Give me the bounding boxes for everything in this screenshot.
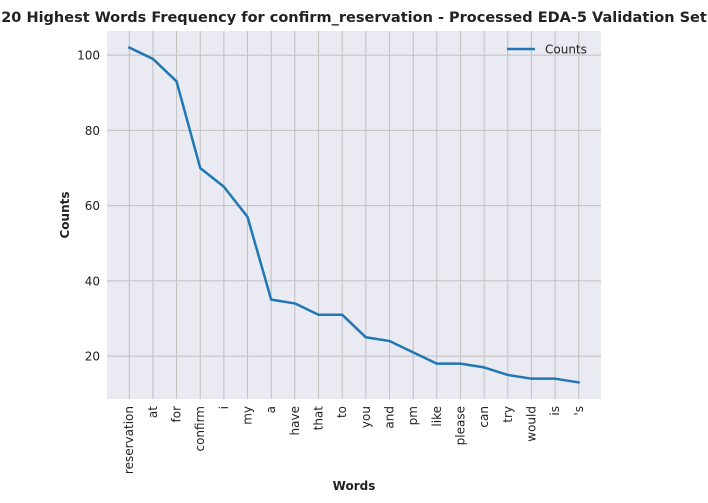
y-tick-label: 60	[85, 199, 100, 213]
x-axis-label: Words	[333, 479, 376, 493]
x-tick-label: a	[264, 406, 278, 413]
x-tick-label: can	[477, 406, 491, 428]
series-line-counts	[127, 46, 581, 384]
x-tick-label: would	[524, 406, 538, 442]
y-axis-label: Counts	[58, 191, 72, 238]
legend: Counts	[507, 43, 587, 57]
series-layer	[127, 46, 581, 384]
x-tick-label: to	[335, 406, 349, 418]
x-tick-label: pm	[406, 406, 420, 425]
plot-area	[107, 31, 601, 399]
y-tick-label: 40	[85, 274, 100, 288]
y-tick-label: 100	[77, 49, 100, 63]
x-tick-label: try	[501, 406, 515, 423]
chart-title: 20 Highest Words Frequency for confirm_r…	[1, 10, 707, 26]
x-tick-label: 's	[572, 406, 586, 416]
x-tick-label: that	[312, 406, 326, 431]
x-tick-label: reservation	[122, 406, 136, 474]
x-tick-label: have	[288, 406, 302, 435]
x-tick-label: my	[241, 406, 255, 425]
x-tick-label: at	[146, 406, 160, 418]
x-tick-label: is	[548, 406, 562, 416]
x-tick-label: and	[382, 406, 396, 429]
x-tick-label: please	[453, 406, 467, 445]
y-tick-label: 20	[85, 350, 100, 364]
x-tick-label: you	[359, 406, 373, 428]
x-tick-label: confirm	[193, 406, 207, 452]
grid-lines	[107, 31, 601, 399]
x-axis-ticks: reservation at for confirm i my a have that to you…	[122, 406, 586, 474]
y-tick-label: 80	[85, 124, 100, 138]
y-axis-ticks: 20 40 60 80 100	[77, 49, 100, 364]
legend-label: Counts	[545, 43, 587, 57]
x-tick-label: like	[430, 406, 444, 427]
x-tick-label: for	[170, 406, 184, 423]
x-tick-label: i	[217, 406, 231, 409]
